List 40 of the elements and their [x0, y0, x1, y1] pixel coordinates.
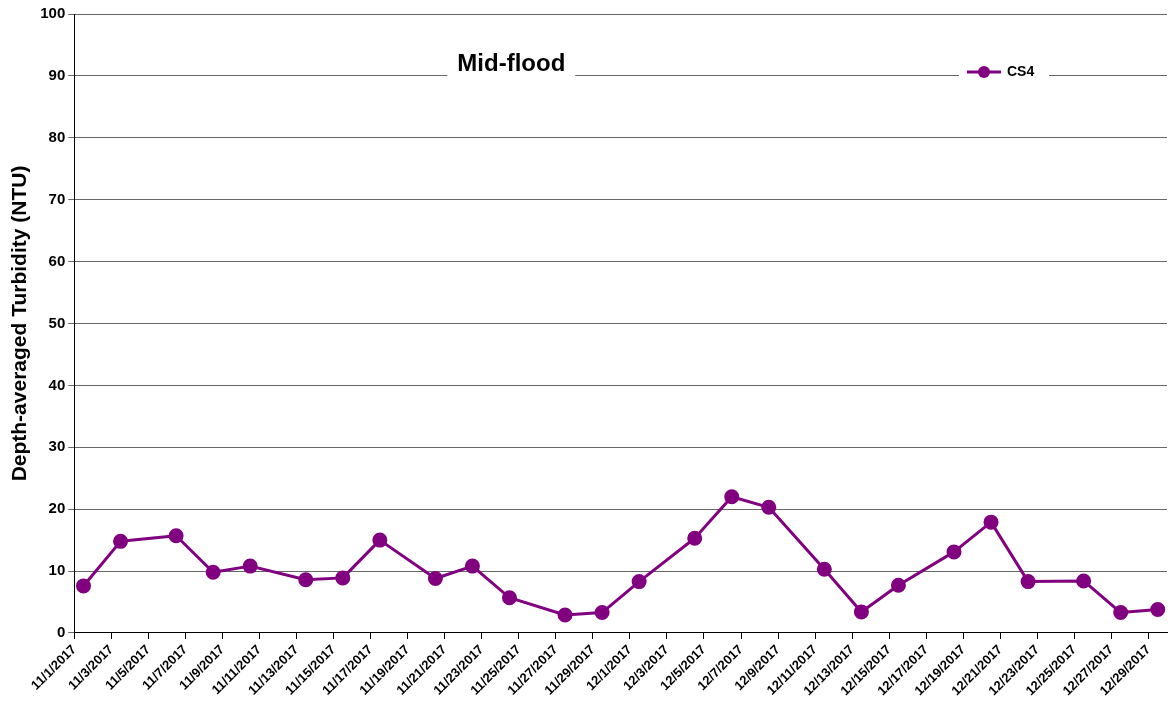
point: [594, 605, 610, 621]
y-axis-title: Depth-averaged Turbidity (NTU): [7, 165, 31, 482]
y-tick-label: 30: [48, 437, 66, 455]
y-tick-label: 10: [48, 561, 66, 579]
point: [724, 489, 740, 505]
y-tick-label: 60: [48, 251, 66, 269]
y-tick-label: 70: [48, 189, 66, 207]
y-tick-label: 20: [48, 499, 66, 517]
point: [464, 558, 480, 574]
point: [983, 514, 999, 530]
point: [890, 577, 906, 593]
point: [1150, 601, 1166, 617]
point: [298, 572, 314, 588]
legend-label: CS4: [1007, 62, 1035, 79]
y-tick-label: 80: [48, 127, 66, 145]
point: [557, 607, 573, 623]
point: [946, 544, 962, 560]
point: [853, 604, 869, 620]
y-tick-label: 100: [40, 4, 66, 22]
point: [1076, 573, 1092, 589]
point: [761, 499, 777, 515]
point: [427, 570, 443, 586]
point: [205, 564, 221, 580]
point: [1113, 605, 1129, 621]
y-tick-label: 50: [48, 313, 66, 331]
y-tick-label: 40: [48, 375, 66, 393]
point: [168, 528, 184, 544]
point: [372, 532, 388, 548]
point: [75, 578, 91, 594]
point: [816, 561, 832, 577]
point: [631, 574, 647, 590]
point: [113, 533, 129, 549]
point: [242, 558, 258, 574]
point: [335, 570, 351, 586]
text: Mid-flood: [457, 48, 566, 76]
y-tick-label: 0: [56, 623, 66, 641]
point: [1020, 574, 1036, 590]
point: [687, 530, 703, 546]
y-tick-label: 90: [48, 66, 66, 84]
point: [501, 590, 517, 606]
